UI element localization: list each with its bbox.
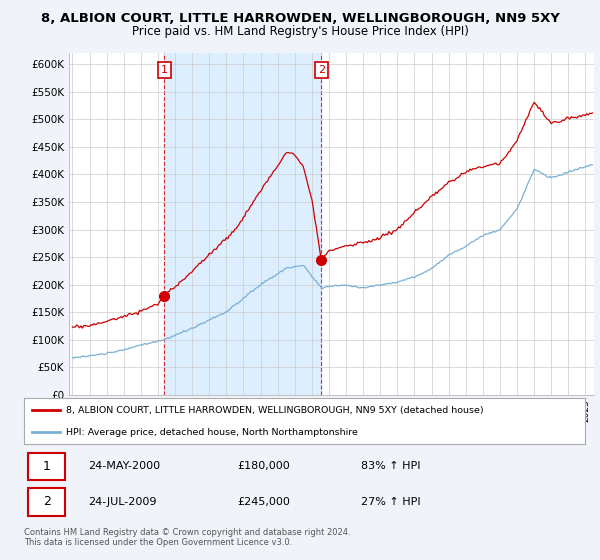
Text: 2: 2 (43, 496, 51, 508)
FancyBboxPatch shape (28, 452, 65, 480)
Text: Price paid vs. HM Land Registry's House Price Index (HPI): Price paid vs. HM Land Registry's House … (131, 25, 469, 38)
Text: Contains HM Land Registry data © Crown copyright and database right 2024.
This d: Contains HM Land Registry data © Crown c… (24, 528, 350, 547)
Text: 27% ↑ HPI: 27% ↑ HPI (361, 497, 420, 507)
Bar (164, 53, 321, 395)
Text: 24-MAY-2000: 24-MAY-2000 (89, 461, 161, 472)
Text: HPI: Average price, detached house, North Northamptonshire: HPI: Average price, detached house, Nort… (66, 427, 358, 437)
Text: 1: 1 (161, 65, 168, 75)
FancyBboxPatch shape (28, 488, 65, 516)
Text: 8, ALBION COURT, LITTLE HARROWDEN, WELLINGBOROUGH, NN9 5XY (detached house): 8, ALBION COURT, LITTLE HARROWDEN, WELLI… (66, 406, 484, 415)
Text: £180,000: £180,000 (237, 461, 290, 472)
Text: 8, ALBION COURT, LITTLE HARROWDEN, WELLINGBOROUGH, NN9 5XY: 8, ALBION COURT, LITTLE HARROWDEN, WELLI… (41, 12, 559, 25)
Text: 2: 2 (317, 65, 325, 75)
Text: 83% ↑ HPI: 83% ↑ HPI (361, 461, 420, 472)
Text: £245,000: £245,000 (237, 497, 290, 507)
Text: 1: 1 (43, 460, 51, 473)
Text: 24-JUL-2009: 24-JUL-2009 (89, 497, 157, 507)
